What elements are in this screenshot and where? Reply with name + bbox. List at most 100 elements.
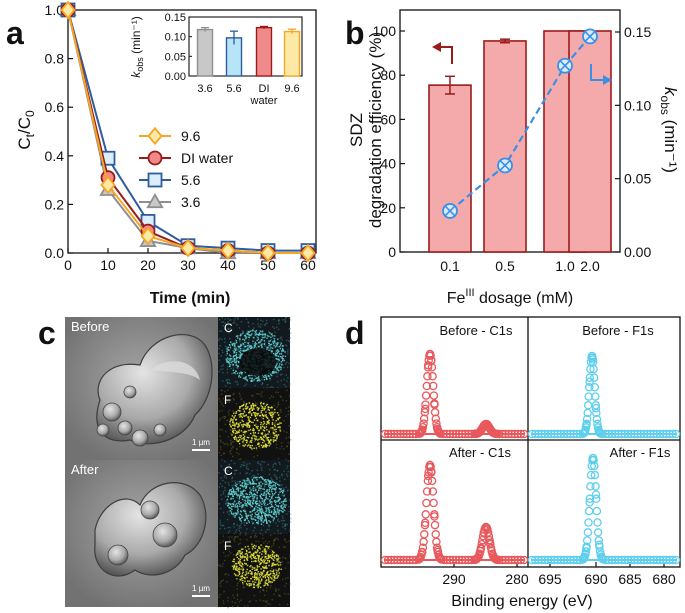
eds-dot bbox=[226, 502, 228, 504]
spectrum-point bbox=[671, 555, 681, 565]
eds-dot bbox=[237, 511, 239, 513]
eds-dot bbox=[237, 490, 240, 492]
eds-dot bbox=[255, 600, 257, 602]
eds-dot bbox=[231, 536, 233, 538]
eds-dot bbox=[287, 410, 290, 412]
eds-dot bbox=[238, 346, 241, 348]
eds-dot bbox=[251, 448, 253, 450]
eds-dot bbox=[221, 349, 223, 352]
eds-dot bbox=[238, 562, 240, 564]
eds-dot bbox=[234, 342, 236, 344]
eds-dot bbox=[234, 435, 236, 437]
eds-dot bbox=[249, 330, 252, 332]
eds-dot bbox=[273, 500, 276, 502]
eds-dot bbox=[265, 504, 267, 507]
inset-category-label: 3.6 bbox=[197, 83, 212, 95]
eds-dot bbox=[235, 565, 238, 567]
eds-dot bbox=[264, 433, 266, 435]
eds-dot bbox=[270, 477, 272, 479]
spectrum-point bbox=[420, 404, 430, 414]
eds-dot bbox=[231, 508, 233, 511]
spectrum-point bbox=[426, 351, 435, 360]
eds-dot bbox=[263, 560, 265, 562]
spectrum-point bbox=[534, 429, 543, 439]
eds-dot bbox=[276, 342, 278, 345]
eds-dot bbox=[254, 556, 256, 558]
inset-category-label: 5.6 bbox=[226, 83, 241, 95]
eds-dot bbox=[277, 555, 280, 557]
eds-dot bbox=[270, 551, 273, 554]
eds-dot bbox=[227, 526, 229, 529]
eds-dot bbox=[263, 485, 266, 487]
eds-dot bbox=[225, 354, 227, 357]
eds-dot bbox=[289, 337, 291, 339]
eds-dot bbox=[270, 373, 272, 376]
eds-dot bbox=[256, 551, 258, 553]
eds-dot bbox=[268, 406, 270, 409]
eds-dot bbox=[229, 552, 232, 554]
eds-dot bbox=[233, 502, 236, 504]
eds-dot bbox=[285, 504, 287, 506]
eds-dot bbox=[283, 359, 285, 362]
eds-dot bbox=[269, 506, 272, 509]
eds-dot bbox=[243, 484, 246, 487]
eds-dot bbox=[281, 561, 283, 563]
xps-after-f1s bbox=[527, 453, 681, 565]
eds-dot bbox=[284, 577, 287, 580]
eds-map-after-c-label: C bbox=[224, 464, 233, 478]
eds-dot bbox=[245, 493, 247, 495]
eds-dot bbox=[277, 358, 279, 360]
eds-dot bbox=[250, 330, 253, 332]
eds-dot bbox=[232, 342, 235, 345]
eds-dot bbox=[258, 504, 260, 507]
eds-dot bbox=[238, 529, 240, 532]
spectrum-point bbox=[562, 555, 572, 565]
eds-dot bbox=[231, 421, 234, 424]
eds-dot bbox=[263, 430, 266, 432]
eds-dot bbox=[229, 346, 232, 348]
eds-dot bbox=[270, 515, 272, 517]
eds-dot bbox=[276, 563, 279, 565]
eds-dot bbox=[233, 505, 235, 507]
eds-dot bbox=[232, 424, 235, 426]
eds-dot bbox=[220, 393, 223, 395]
eds-dot bbox=[237, 481, 239, 483]
spectrum-point bbox=[540, 429, 550, 439]
eds-dot bbox=[245, 503, 248, 506]
eds-dot bbox=[236, 365, 239, 368]
eds-dot bbox=[238, 482, 240, 484]
eds-dot bbox=[245, 422, 247, 424]
eds-dot bbox=[245, 532, 247, 534]
eds-dot bbox=[267, 557, 269, 560]
eds-dot bbox=[226, 346, 228, 349]
eds-dot bbox=[218, 370, 220, 373]
eds-dot bbox=[239, 406, 241, 408]
eds-dot bbox=[264, 575, 267, 577]
eds-dot bbox=[268, 473, 271, 476]
eds-dot bbox=[237, 487, 240, 489]
eds-dot bbox=[273, 593, 275, 596]
eds-dot bbox=[259, 532, 261, 535]
eds-dot bbox=[276, 435, 278, 437]
eds-dot bbox=[254, 569, 257, 571]
eds-dot bbox=[219, 565, 222, 567]
eds-dot bbox=[265, 494, 267, 496]
eds-dot bbox=[248, 434, 250, 436]
eds-dot bbox=[287, 577, 289, 579]
eds-dot bbox=[266, 600, 268, 602]
eds-dot bbox=[268, 548, 270, 551]
sem-before-particle bbox=[96, 334, 213, 445]
eds-dot bbox=[240, 418, 243, 420]
eds-dot bbox=[231, 491, 233, 493]
eds-dot bbox=[224, 328, 226, 330]
spectrum-point bbox=[432, 537, 441, 547]
eds-dot bbox=[277, 434, 280, 436]
eds-dot bbox=[251, 520, 253, 523]
eds-dot bbox=[268, 516, 270, 518]
eds-dot bbox=[258, 481, 260, 484]
eds-dot bbox=[265, 433, 267, 436]
eds-dot bbox=[234, 339, 237, 341]
eds-dot bbox=[230, 444, 232, 446]
eds-dot bbox=[265, 480, 267, 483]
eds-dot bbox=[236, 577, 238, 580]
